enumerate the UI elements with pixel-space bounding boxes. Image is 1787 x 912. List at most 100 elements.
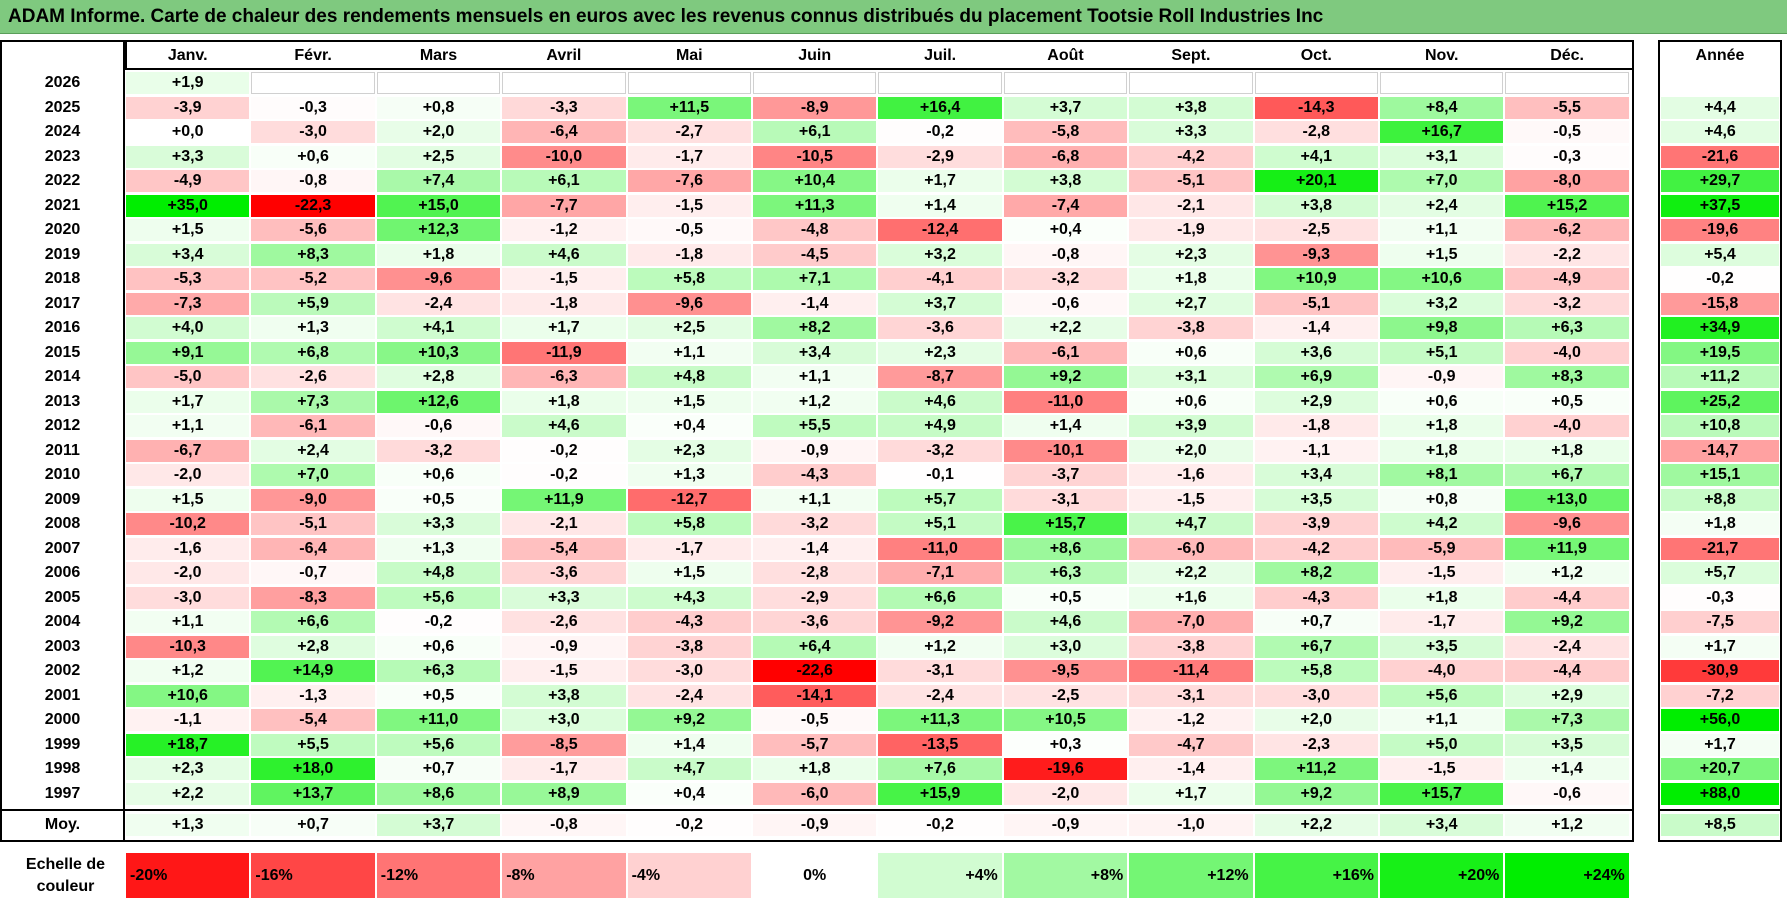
month-header: Févr. [294, 47, 332, 64]
heatmap-cell: +1,2 [878, 635, 1002, 658]
row-year-label: 2011 [45, 441, 80, 459]
row-year-label: 2005 [44, 588, 81, 606]
heatmap-cell: +1,3 [376, 537, 501, 560]
heatmap-cell: +11,5 [627, 96, 751, 119]
heatmap-cell: +0,4 [627, 782, 751, 805]
average-annual-cell: +8,5 [1661, 814, 1779, 836]
month-header: Oct. [1300, 47, 1332, 64]
row-year-label: 2018 [44, 270, 81, 287]
heatmap-cell: +13,7 [251, 782, 375, 805]
heatmap-cell: -4,3 [1254, 586, 1378, 609]
heatmap-cell: -5,1 [1129, 170, 1253, 192]
heatmap-cell: +16,4 [878, 96, 1002, 119]
heatmap-cell: +3,2 [1380, 292, 1504, 315]
heatmap-cell: -10,2 [126, 513, 250, 535]
heatmap-cell: +3,8 [502, 684, 626, 707]
heatmap-cell: -4,0 [1380, 660, 1504, 682]
heatmap-cell: +6,3 [376, 660, 501, 682]
row-year-label: 2020 [44, 221, 81, 238]
heatmap-cell: -7,3 [126, 292, 250, 315]
heatmap-cell: +11,9 [502, 488, 626, 511]
heatmap-cell: +9,2 [1254, 782, 1378, 805]
heatmap-cell [251, 72, 375, 94]
heatmap-cell: +3,5 [1254, 488, 1378, 511]
row-year-label: 2026 [44, 74, 81, 91]
heatmap-cell: -2,2 [1505, 243, 1629, 266]
heatmap-cell: -1,5 [1380, 758, 1504, 780]
month-header: Juil. [924, 47, 957, 64]
row-year-label: 2015 [44, 343, 81, 361]
heatmap-cell: +4,7 [627, 758, 751, 780]
heatmap-cell: -4,3 [753, 464, 877, 486]
heatmap-cell: +15,7 [1003, 513, 1128, 535]
heatmap-cell: +2,0 [376, 121, 501, 143]
heatmap-cell: +1,5 [1380, 243, 1504, 266]
heatmap-cell: +2,9 [1254, 390, 1378, 413]
row-year-label: 2010 [44, 466, 81, 483]
heatmap-cell: +7,1 [753, 268, 877, 290]
heatmap-cell: -1,4 [1254, 317, 1378, 339]
heatmap-cell: -9,3 [1254, 243, 1378, 266]
heatmap-cell: -9,6 [376, 268, 501, 290]
row-year-label: 2021 [44, 196, 81, 214]
average-cell: -0,2 [878, 814, 1002, 836]
heatmap-cell: +3,8 [1254, 194, 1378, 217]
heatmap-cell: -5,5 [1505, 96, 1629, 119]
heatmap-cell: +14,9 [251, 660, 375, 682]
heatmap-cell: -12,4 [878, 219, 1002, 241]
heatmap-cell: +4,7 [1129, 513, 1253, 535]
heatmap-cell: +4,8 [376, 562, 501, 584]
heatmap-cell [1129, 72, 1253, 94]
month-header: Sept. [1171, 47, 1211, 64]
heatmap-cell: +9,2 [1505, 611, 1629, 633]
heatmap-cell: +11,9 [1505, 537, 1629, 560]
heatmap-cell: -8,9 [753, 96, 877, 119]
heatmap-cell: +4,1 [1254, 145, 1378, 168]
heatmap-cell [878, 72, 1002, 94]
heatmap-cell: +6,1 [753, 121, 877, 143]
heatmap-cell: -8,0 [1505, 170, 1629, 192]
heatmap-cell: -5,9 [1380, 537, 1504, 560]
heatmap-cell: -6,0 [753, 782, 877, 805]
heatmap-cell: -7,1 [878, 562, 1002, 584]
heatmap-cell: +1,1 [126, 611, 250, 633]
average-cell: -0,9 [1003, 814, 1128, 836]
heatmap-cell: -3,8 [627, 635, 751, 658]
heatmap-cell: +5,6 [1380, 684, 1504, 707]
heatmap-cell: +1,5 [126, 219, 250, 241]
annual-cell: +4,4 [1661, 96, 1779, 119]
heatmap-cell: -0,9 [502, 635, 626, 658]
heatmap-cell: +6,7 [1254, 635, 1378, 658]
heatmap-cell: +9,8 [1380, 317, 1504, 339]
heatmap-cell: -6,4 [251, 537, 375, 560]
heatmap-cell: +3,3 [376, 513, 501, 535]
average-cell: +3,7 [376, 814, 501, 836]
heatmap-cell: +5,9 [251, 292, 375, 315]
heatmap-cell: +15,9 [878, 782, 1002, 805]
annual-cell: +4,6 [1661, 121, 1779, 143]
heatmap-cell: -11,9 [502, 341, 626, 364]
heatmap-cell: +0,5 [376, 488, 501, 511]
heatmap-cell: -0,2 [376, 611, 501, 633]
color-scale-swatch: +24% [1505, 853, 1629, 898]
heatmap-cell: -4,2 [1129, 145, 1253, 168]
heatmap-cell: +9,2 [627, 709, 751, 731]
heatmap-cell: +16,7 [1380, 121, 1504, 143]
heatmap-cell: +2,4 [251, 439, 375, 462]
heatmap-cell: -4,0 [1505, 415, 1629, 437]
heatmap-cell: +8,4 [1380, 96, 1504, 119]
heatmap-cell: +3,4 [753, 341, 877, 364]
heatmap-cell: +8,2 [1254, 562, 1378, 584]
annual-cell: +37,5 [1661, 194, 1779, 217]
heatmap-cell: +1,8 [376, 243, 501, 266]
heatmap-cell: +1,7 [502, 317, 626, 339]
month-header: Avril [546, 47, 582, 64]
heatmap-cell: -10,5 [753, 145, 877, 168]
heatmap-cell: -2,1 [1129, 194, 1253, 217]
heatmap-cell: +2,2 [1129, 562, 1253, 584]
heatmap-cell: -3,0 [627, 660, 751, 682]
heatmap-cell: -5,8 [1003, 121, 1128, 143]
row-year-label: 2000 [44, 711, 81, 728]
heatmap-cell: -3,2 [376, 439, 501, 462]
heatmap-cell: -4,4 [1505, 586, 1629, 609]
